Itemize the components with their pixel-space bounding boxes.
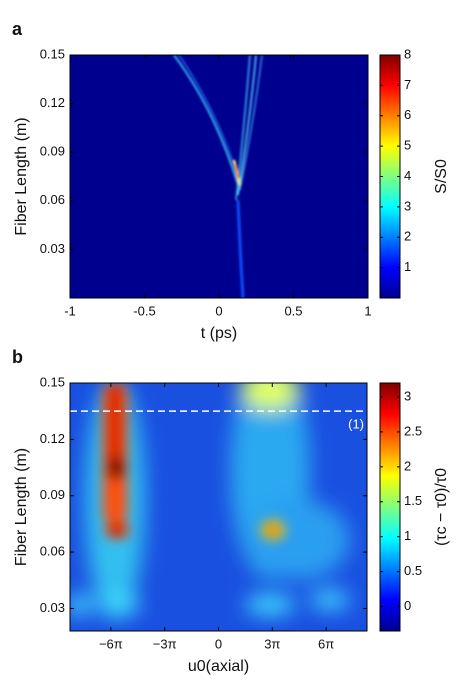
x-tick-label: −3π [153,636,177,651]
x-tick-label: 0 [215,636,222,651]
y-tick-label: 0.03 [40,241,65,256]
colorbar-tick-label: 3 [404,388,411,403]
colorbar-tick-label: 5 [404,138,411,153]
y-tick-label: 0.12 [40,95,65,110]
y-tick-label: 0.09 [40,487,65,502]
colorbar-tick-label: 0 [404,598,411,613]
colorbar-tick-label: 2 [404,229,411,244]
x-axis-label: u0(axial) [188,658,249,675]
x-tick-label: 6π [318,636,334,651]
heatmap-image [70,383,367,631]
colorbar-tick-label: 0.5 [404,563,422,578]
y-tick-label: 0.06 [40,544,65,559]
y-axis-label: Fiber Length (m) [13,448,30,566]
heatmap-image [70,55,368,298]
y-tick-label: 0.12 [40,431,65,446]
panel-label: b [12,347,23,367]
y-tick-label: 0.03 [40,600,65,615]
colorbar-tick-label: 8 [404,46,411,61]
colorbar-label: (τc − τ0)/τ0 [433,468,450,546]
colorbar [379,382,401,632]
x-tick-label: 1 [364,303,371,318]
colorbar-tick-label: 6 [404,107,411,122]
x-tick-label: 3π [264,636,280,651]
x-tick-label: −6π [99,636,123,651]
x-tick-label: -0.5 [133,303,155,318]
y-tick-label: 0.06 [40,192,65,207]
colorbar-tick-label: 2 [404,458,411,473]
y-tick-label: 0.15 [40,46,65,61]
panel-label: a [12,19,23,39]
x-axis-label: t (ps) [201,325,237,342]
annotation-label: (1) [348,417,364,432]
colorbar-tick-label: 1 [404,259,411,274]
x-tick-label: 0.5 [284,303,302,318]
x-tick-label: 0 [215,303,222,318]
y-tick-label: 0.09 [40,144,65,159]
y-axis-label: Fiber Length (m) [13,117,30,235]
colorbar-tick-label: 2.5 [404,423,422,438]
x-tick-label: -1 [64,303,76,318]
colorbar-tick-label: 1 [404,528,411,543]
colorbar-label: S/S0 [433,159,450,194]
colorbar-tick-label: 1.5 [404,493,422,508]
y-tick-label: 0.15 [40,374,65,389]
colorbar-tick-label: 3 [404,198,411,213]
colorbar-tick-label: 7 [404,77,411,92]
colorbar-tick-label: 4 [404,168,411,183]
